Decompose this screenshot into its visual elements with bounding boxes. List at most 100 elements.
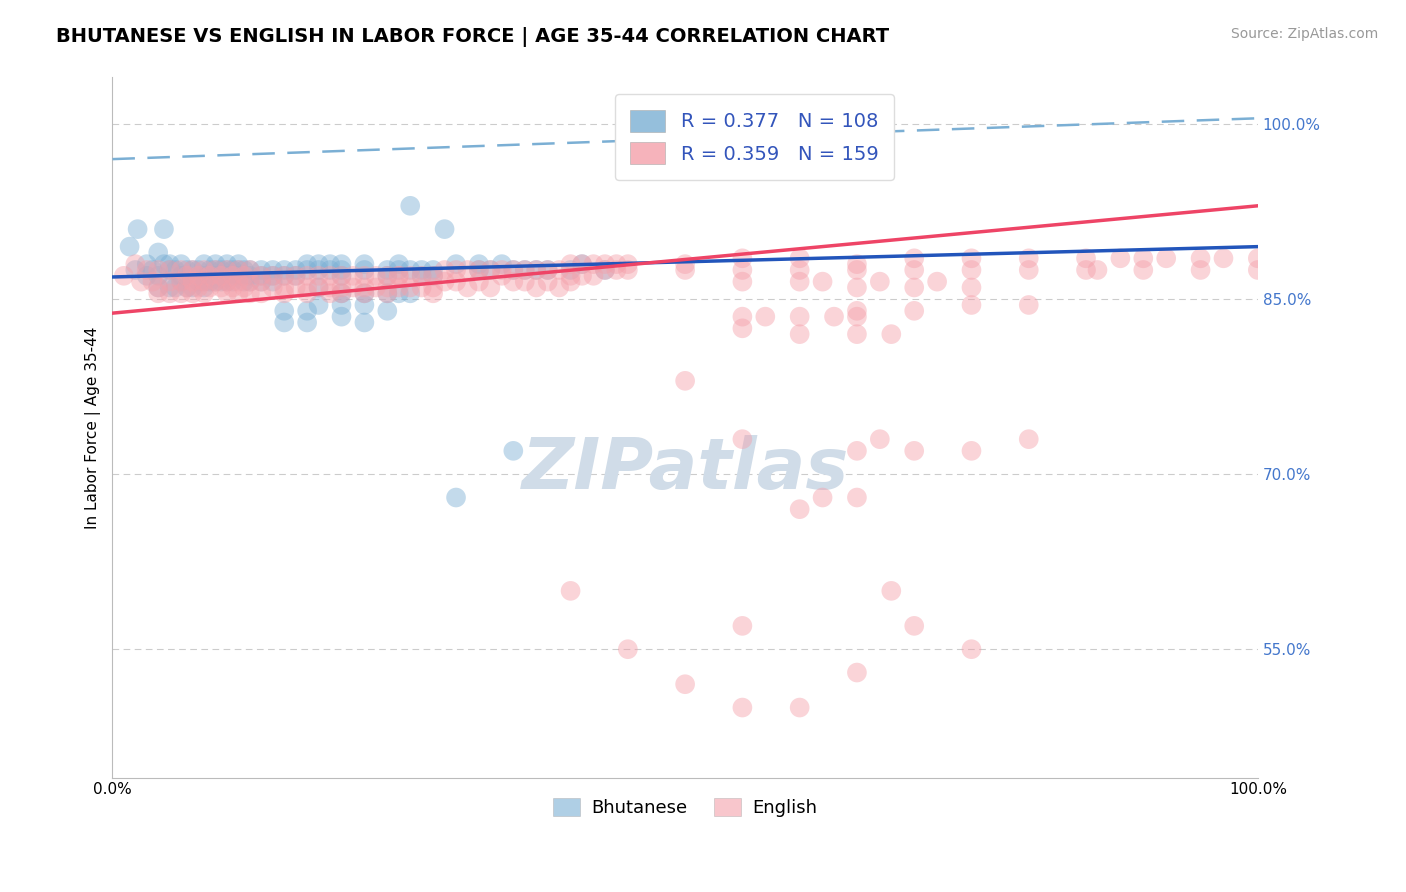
Point — [731, 321, 754, 335]
Point — [181, 286, 204, 301]
Point — [187, 268, 209, 283]
Point — [295, 286, 318, 301]
Point — [209, 263, 232, 277]
Point — [388, 286, 411, 301]
Point — [571, 257, 593, 271]
Point — [617, 257, 640, 271]
Point — [170, 257, 193, 271]
Point — [153, 257, 176, 271]
Point — [903, 443, 925, 458]
Point — [399, 263, 422, 277]
Point — [181, 275, 204, 289]
Point — [375, 286, 398, 301]
Point — [903, 303, 925, 318]
Point — [1189, 252, 1212, 266]
Point — [560, 275, 582, 289]
Point — [148, 268, 170, 283]
Point — [468, 263, 491, 277]
Point — [295, 268, 318, 283]
Point — [823, 310, 845, 324]
Point — [127, 222, 149, 236]
Point — [148, 286, 170, 301]
Point — [284, 280, 307, 294]
Point — [1154, 252, 1177, 266]
Point — [548, 280, 571, 294]
Point — [422, 268, 444, 283]
Point — [273, 268, 295, 283]
Point — [811, 491, 834, 505]
Point — [239, 263, 262, 277]
Point — [960, 642, 983, 657]
Point — [731, 700, 754, 714]
Point — [617, 263, 640, 277]
Point — [193, 268, 215, 283]
Point — [187, 263, 209, 277]
Point — [228, 263, 250, 277]
Point — [433, 222, 456, 236]
Point — [869, 275, 891, 289]
Point — [308, 263, 330, 277]
Point — [364, 268, 387, 283]
Point — [845, 280, 868, 294]
Point — [233, 268, 256, 283]
Point — [228, 268, 250, 283]
Point — [456, 263, 478, 277]
Point — [330, 286, 353, 301]
Point — [880, 583, 903, 598]
Point — [502, 263, 524, 277]
Point — [399, 268, 422, 283]
Point — [233, 263, 256, 277]
Point — [1074, 263, 1097, 277]
Point — [524, 263, 547, 277]
Point — [295, 303, 318, 318]
Point — [330, 286, 353, 301]
Point — [411, 280, 433, 294]
Point — [502, 263, 524, 277]
Point — [124, 263, 146, 277]
Point — [148, 280, 170, 294]
Point — [228, 263, 250, 277]
Point — [319, 268, 342, 283]
Point — [170, 275, 193, 289]
Point — [479, 280, 502, 294]
Point — [181, 280, 204, 294]
Point — [571, 257, 593, 271]
Point — [754, 310, 776, 324]
Point — [731, 252, 754, 266]
Point — [215, 275, 238, 289]
Point — [560, 583, 582, 598]
Point — [593, 263, 616, 277]
Point — [845, 310, 868, 324]
Point — [193, 280, 215, 294]
Point — [560, 268, 582, 283]
Point — [353, 286, 375, 301]
Point — [295, 257, 318, 271]
Point — [129, 275, 152, 289]
Point — [250, 286, 273, 301]
Point — [789, 252, 811, 266]
Point — [153, 222, 176, 236]
Text: Source: ZipAtlas.com: Source: ZipAtlas.com — [1230, 27, 1378, 41]
Point — [159, 275, 181, 289]
Point — [239, 263, 262, 277]
Point — [239, 275, 262, 289]
Point — [479, 263, 502, 277]
Point — [422, 263, 444, 277]
Point — [388, 268, 411, 283]
Point — [159, 280, 181, 294]
Point — [433, 275, 456, 289]
Point — [204, 263, 226, 277]
Point — [903, 263, 925, 277]
Text: BHUTANESE VS ENGLISH IN LABOR FORCE | AGE 35-44 CORRELATION CHART: BHUTANESE VS ENGLISH IN LABOR FORCE | AG… — [56, 27, 890, 46]
Point — [148, 263, 170, 277]
Point — [262, 275, 284, 289]
Point — [388, 268, 411, 283]
Point — [1189, 263, 1212, 277]
Point — [444, 257, 467, 271]
Point — [524, 280, 547, 294]
Point — [353, 268, 375, 283]
Point — [330, 310, 353, 324]
Point — [1247, 263, 1270, 277]
Point — [444, 275, 467, 289]
Point — [1074, 252, 1097, 266]
